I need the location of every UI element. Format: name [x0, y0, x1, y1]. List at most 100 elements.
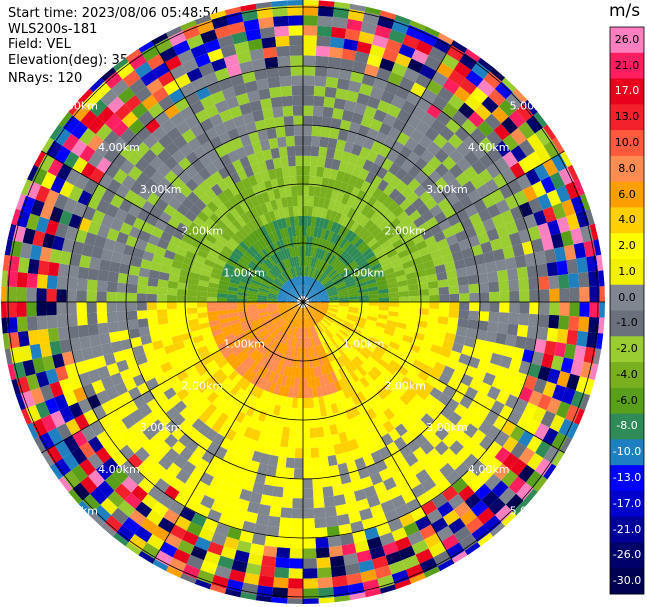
radar-gate-cell: [282, 238, 289, 249]
radar-gate-cell: [364, 322, 376, 330]
radar-gate-cell: [329, 127, 340, 140]
radar-gate-cell: [317, 238, 324, 249]
radar-gate-cell: [360, 387, 372, 400]
radar-gate-cell: [355, 156, 367, 169]
radar-gate-cell: [360, 411, 372, 424]
azimuth-line: [151, 40, 304, 303]
radar-gate-cell: [354, 322, 365, 329]
radar-gate-cell: [510, 145, 527, 163]
radar-gate-cell: [328, 302, 339, 304]
radar-gate-cell: [536, 326, 549, 341]
radar-gate-cell: [251, 337, 262, 347]
radar-gate-cell: [311, 135, 321, 147]
radar-gate-cell: [166, 126, 182, 142]
radar-gate-cell: [353, 355, 364, 366]
radar-gate-cell: [381, 157, 394, 171]
radar-gate-cell: [57, 326, 70, 341]
radar-gate-cell: [245, 121, 258, 135]
radar-gate-cell: [235, 146, 247, 160]
radar-gate-cell: [257, 431, 268, 444]
radar-gate-cell: [248, 460, 260, 473]
radar-gate-cell: [192, 405, 206, 419]
radar-gate-cell: [303, 95, 314, 106]
radar-gate-cell: [434, 264, 447, 274]
radar-gate-cell: [174, 73, 191, 89]
radar-gate-cell: [89, 420, 105, 437]
radar-gate-cell: [304, 286, 308, 297]
radar-gate-cell: [280, 310, 290, 317]
radar-gate-cell: [187, 137, 202, 152]
radar-gate-cell: [97, 365, 111, 380]
radar-gate-cell: [245, 382, 255, 394]
radar-gate-cell: [339, 238, 348, 249]
radar-gate-cell: [217, 179, 229, 192]
radar-gate-cell: [299, 235, 303, 246]
radar-gate-cell: [319, 274, 328, 283]
radar-gate-cell: [369, 504, 385, 518]
radar-gate-cell: [303, 195, 309, 206]
radar-gate-cell: [308, 327, 313, 338]
radar-gate-cell: [321, 276, 330, 285]
radar-gate-cell: [282, 311, 291, 319]
radar-gate-cell: [342, 376, 352, 388]
radar-gate-cell: [375, 345, 387, 355]
radar-gate-cell: [375, 249, 387, 259]
radar-gate-cell: [44, 189, 60, 207]
radar-gate-cell: [185, 227, 198, 239]
radar-gate-cell: [355, 212, 366, 225]
radar-gate-cell: [319, 136, 329, 148]
radar-gate-cell: [304, 256, 308, 267]
radar-gate-cell: [168, 273, 180, 283]
radar-gate-cell: [47, 261, 60, 277]
radar-gate-cell: [286, 325, 293, 335]
radar-gate-cell: [465, 265, 478, 276]
radar-gate-cell: [206, 391, 219, 404]
radar-gate-cell: [399, 302, 410, 308]
radar-gate-cell: [442, 253, 454, 265]
radar-gate-cell: [471, 159, 487, 175]
radar-gate-cell: [431, 493, 448, 509]
radar-gate-cell: [146, 293, 157, 302]
radar-gate-cell: [222, 245, 234, 256]
radar-gate-cell: [364, 588, 382, 598]
radar-gate-cell: [383, 267, 395, 276]
radar-gate-cell: [254, 119, 267, 132]
radar-gate-cell: [390, 258, 403, 268]
radar-gate-cell: [399, 296, 410, 302]
radar-gate-cell: [267, 307, 278, 312]
radar-gate-cell: [449, 293, 460, 302]
radar-gate-cell: [344, 28, 361, 42]
radar-gate-cell: [398, 285, 409, 292]
radar-gate-cell: [514, 335, 527, 350]
radar-gate-cell: [202, 518, 219, 533]
radar-gate-cell: [164, 433, 179, 448]
radar-gate-cell: [294, 216, 299, 227]
radar-gate-cell: [313, 95, 325, 107]
radar-gate-cell: [320, 385, 328, 397]
radar-gate-cell: [504, 194, 520, 210]
radar-gate-cell: [260, 314, 271, 321]
radar-gate-cell: [395, 536, 412, 551]
radar-gate-cell: [211, 350, 223, 360]
radar-gate-cell: [361, 192, 372, 205]
radar-gate-cell: [359, 216, 370, 228]
radar-gate-cell: [290, 291, 299, 299]
radar-gate-cell: [426, 273, 438, 283]
radar-gate-cell: [513, 398, 529, 414]
radar-gate-cell: [301, 327, 303, 338]
radar-gate-cell: [239, 134, 252, 147]
radar-gate-cell: [362, 247, 373, 258]
radar-gate-cell: [176, 370, 189, 382]
radar-gate-cell: [471, 143, 487, 160]
radar-gate-cell: [363, 105, 377, 119]
radar-gate-cell: [257, 297, 268, 301]
radar-gate-cell: [388, 341, 400, 351]
radar-gate-cell: [346, 334, 357, 344]
radar-gate-cell: [434, 330, 447, 340]
radar-gate-cell: [405, 370, 418, 383]
radar-gate-cell: [11, 208, 21, 226]
radar-gate-cell: [252, 242, 262, 253]
radar-gate-cell: [157, 71, 175, 87]
radar-gate-cell: [426, 103, 443, 119]
range-ring-label: 2.00km: [182, 225, 224, 238]
